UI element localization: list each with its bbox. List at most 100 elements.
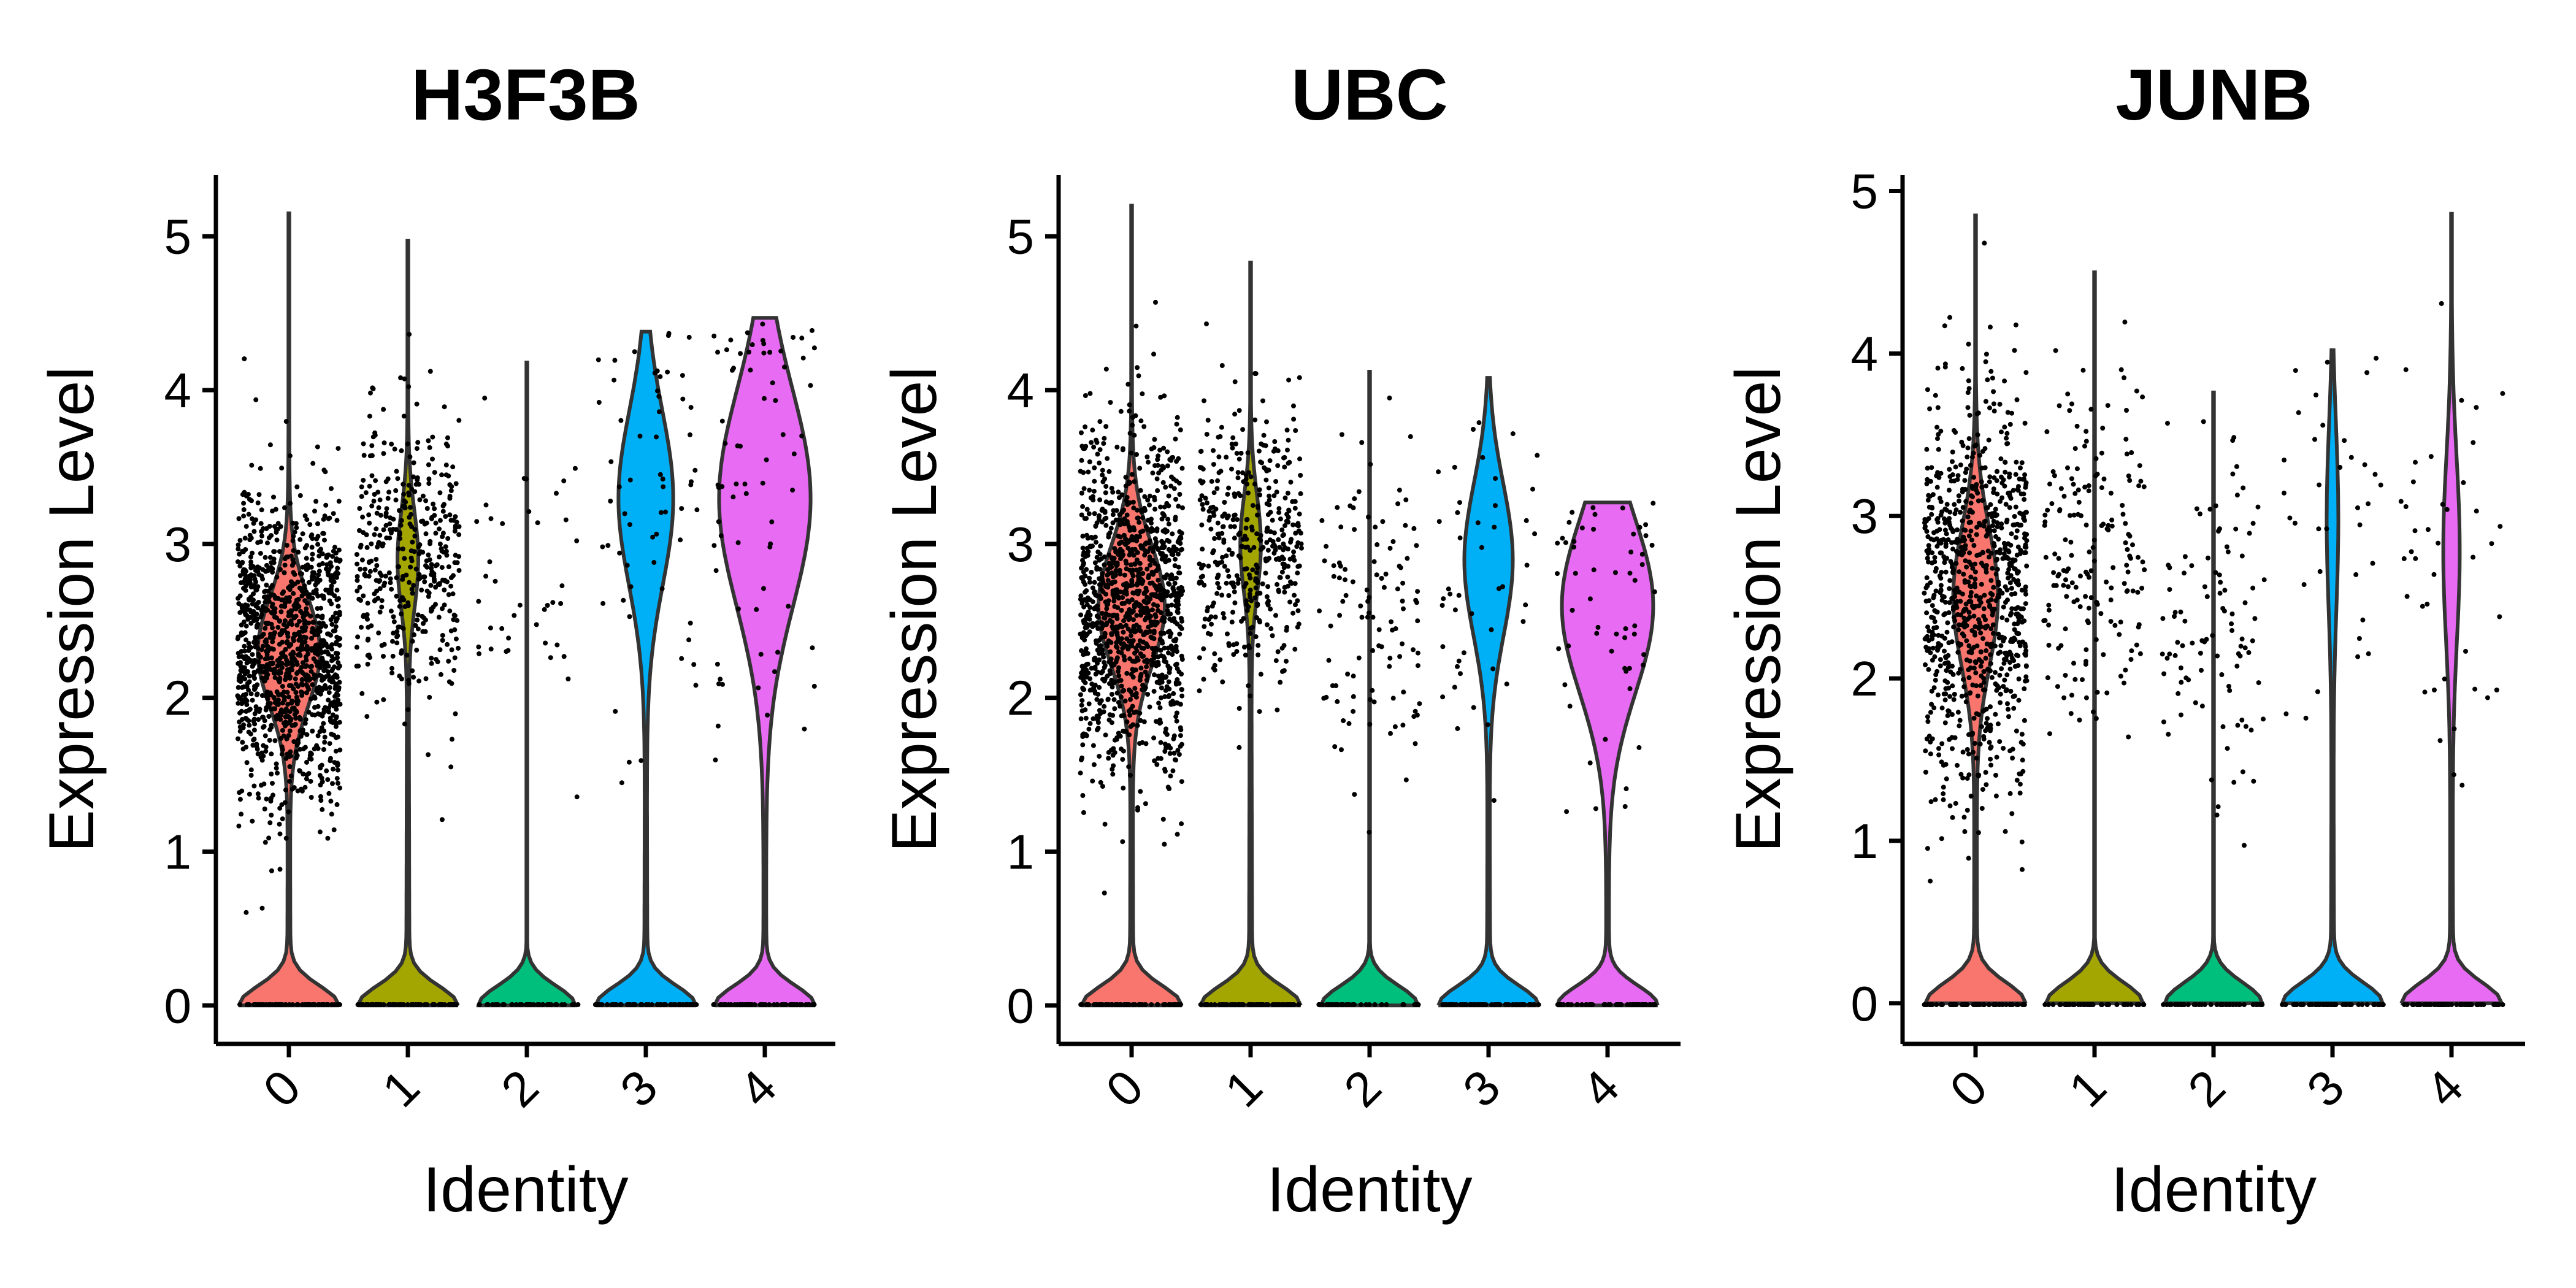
data-point [1155,462,1160,468]
data-point [1272,439,1278,444]
data-point [1287,556,1293,562]
data-point [1455,664,1460,669]
data-point [535,1002,540,1007]
data-point [279,665,285,670]
data-point [1951,624,1957,630]
data-point [1131,553,1137,558]
data-point [1099,508,1105,513]
data-point [1336,560,1342,565]
data-point [415,612,421,618]
data-point [258,615,264,619]
data-point [616,484,622,489]
y-tick-label: 0 [164,978,192,1033]
data-point [1278,516,1283,522]
data-point [1489,627,1494,632]
data-point [1120,447,1125,453]
data-point [2009,606,2015,611]
data-point [2014,728,2019,734]
data-point [1961,684,1967,689]
data-point [297,619,302,624]
data-point [1943,691,1949,697]
data-point [423,531,429,537]
data-point [1968,574,1974,580]
data-point [2022,535,2027,541]
data-point [304,672,309,678]
data-point [329,601,334,607]
data-point [416,577,421,581]
data-point [1082,446,1087,451]
data-point [1252,595,1258,600]
data-point [1103,732,1108,738]
data-point [488,516,494,521]
data-point [1138,613,1143,618]
data-point [1134,613,1140,618]
data-point [424,520,429,526]
data-point [1244,598,1249,604]
data-point [1520,1002,1526,1007]
data-point [251,529,257,534]
data-point [1390,539,1396,544]
data-point [1943,599,1948,605]
data-point [1584,1002,1589,1007]
data-point [452,655,458,661]
data-point [286,694,291,700]
data-point [1939,836,1944,841]
data-point [1997,739,2003,745]
data-point [1929,512,1934,517]
data-point [1997,402,2003,407]
data-point [248,621,254,626]
data-point [1240,470,1246,475]
data-point [1652,1002,1657,1007]
data-point [1236,577,1241,582]
data-point [716,519,721,524]
data-point [2016,677,2022,681]
data-point [456,532,462,537]
data-point [1988,661,1993,666]
data-point [1079,702,1084,708]
data-point [297,768,302,773]
data-point [1397,488,1402,493]
data-point [331,614,336,619]
data-point [401,413,407,419]
data-point [1359,440,1365,445]
data-point [1150,470,1156,476]
data-point [1984,569,1989,575]
data-point [1286,437,1291,443]
data-point [1235,581,1241,586]
data-point [487,559,493,564]
data-point [1523,602,1528,608]
data-point [243,493,249,499]
data-point [1116,673,1122,678]
data-point [621,597,626,603]
data-point [427,445,432,450]
data-point [632,349,637,355]
data-point [1123,475,1129,480]
data-point [1379,644,1384,650]
data-point [612,358,618,363]
data-point [1142,686,1148,692]
data-point [1479,545,1484,550]
data-point [1925,387,1930,393]
data-point [1209,621,1214,627]
data-point [1560,535,1565,541]
data-point [256,709,262,714]
data-point [724,347,729,353]
data-point [2004,672,2010,678]
y-tick-label: 0 [1007,978,1035,1033]
data-point [1154,476,1160,481]
data-point [1416,1002,1421,1007]
data-point [1079,565,1084,571]
data-point [410,1002,416,1007]
data-point [1249,598,1254,604]
data-point [1156,673,1161,679]
data-point [1631,531,1636,537]
data-point [1154,719,1159,724]
data-point [291,591,296,596]
data-point [269,723,274,728]
data-point [1317,608,1322,614]
data-point [418,1002,423,1007]
data-point [1933,678,1938,683]
data-point [1326,657,1332,663]
data-point [2023,591,2028,597]
data-point [1969,537,1974,543]
